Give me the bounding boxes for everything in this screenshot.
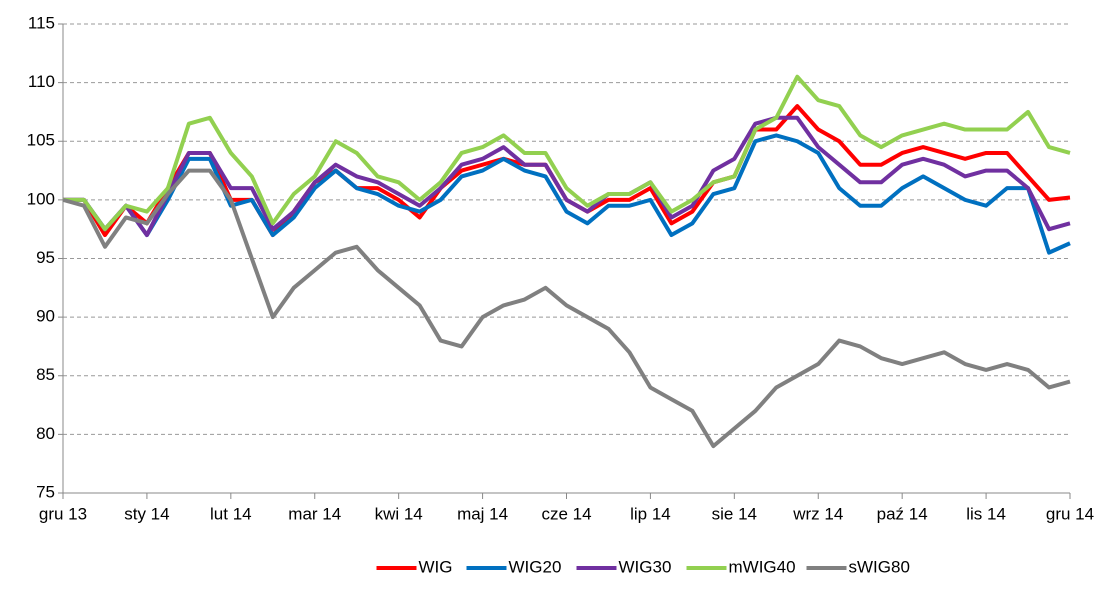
x-tick-label: gru 14 xyxy=(1046,504,1094,523)
legend-label: sWIG80 xyxy=(849,557,910,576)
series-line xyxy=(63,74,1071,232)
x-tick-label: kwi 14 xyxy=(375,504,423,523)
y-tick-label: 90 xyxy=(36,307,55,326)
x-tick-label: gru 13 xyxy=(39,504,87,523)
y-tick-label: 80 xyxy=(36,424,55,443)
legend-label: WIG xyxy=(419,557,453,576)
legend-label: WIG20 xyxy=(509,557,562,576)
x-tick-label: cze 14 xyxy=(541,504,591,523)
legend-label: mWIG40 xyxy=(729,557,796,576)
y-tick-label: 115 xyxy=(28,13,55,32)
x-tick-label: lut 14 xyxy=(210,504,252,523)
series-line xyxy=(62,168,1071,449)
x-tick-label: maj 14 xyxy=(457,504,508,523)
x-tick-label: lis 14 xyxy=(966,504,1006,523)
y-tick-label: 85 xyxy=(36,365,55,384)
legend-label: WIG30 xyxy=(619,557,672,576)
x-tick-label: paź 14 xyxy=(877,504,928,523)
y-tick-label: 95 xyxy=(36,248,55,267)
x-tick-label: wrz 14 xyxy=(792,504,843,523)
y-tick-label: 100 xyxy=(27,189,55,208)
x-tick-label: sie 14 xyxy=(712,504,757,523)
y-tick-label: 110 xyxy=(28,72,55,91)
x-tick-label: sty 14 xyxy=(124,504,169,523)
series-line xyxy=(63,115,1071,238)
x-tick-label: mar 14 xyxy=(288,504,341,523)
x-tick-label: lip 14 xyxy=(630,504,671,523)
y-tick-label: 75 xyxy=(36,482,55,501)
y-tick-label: 105 xyxy=(27,131,55,150)
series-line xyxy=(63,133,1071,255)
